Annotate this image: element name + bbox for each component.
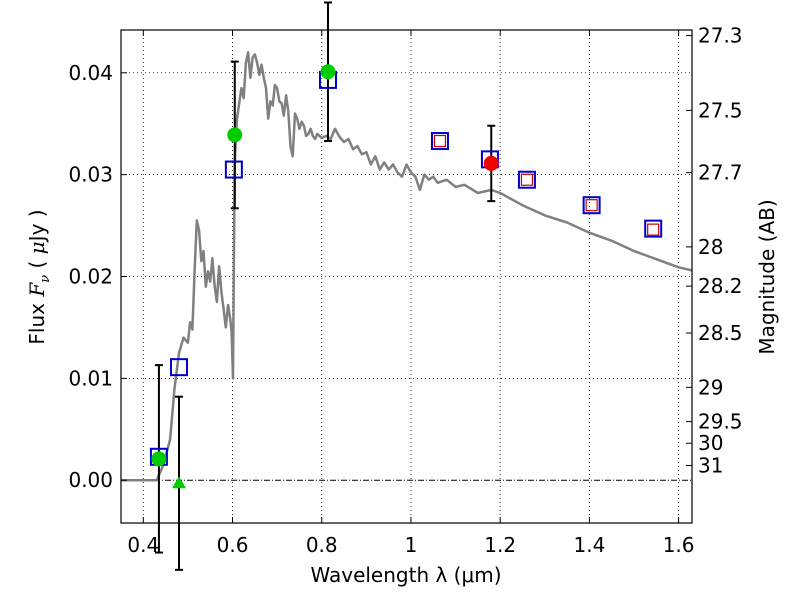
right-axis-label: Magnitude (AB) — [755, 199, 779, 354]
y-tick-label: 0.00 — [68, 468, 113, 492]
mag-tick-label: 28.2 — [698, 274, 743, 298]
triangle-marker — [171, 476, 186, 489]
mag-tick-label: 29 — [698, 375, 723, 399]
blue-square-marker — [169, 358, 188, 377]
x-tick-label: 1.2 — [484, 533, 516, 557]
y-tick-label: 0.02 — [68, 265, 113, 289]
mag-tick-label: 28 — [698, 235, 723, 259]
y-axis-label: Flux Fν ( μJy ) — [25, 209, 53, 344]
svg-text:Flux Fν ( μJy ): Flux Fν ( μJy ) — [25, 209, 53, 344]
mag-tick-label: 28.5 — [698, 321, 743, 345]
circle-marker — [483, 155, 499, 171]
blue-square-marker — [430, 132, 449, 151]
circle-marker — [227, 127, 243, 143]
red-square-marker — [433, 134, 447, 148]
x-tick-label: 1.4 — [573, 533, 605, 557]
mag-tick-label: 27.3 — [698, 24, 743, 48]
model-spectrum-line — [121, 51, 692, 482]
mag-tick-label: 29.5 — [698, 410, 743, 434]
x-tick-label: 0.8 — [306, 533, 338, 557]
x-tick-label: 1 — [405, 533, 418, 557]
x-tick-label: 0.4 — [127, 533, 159, 557]
blue-square-marker — [644, 219, 663, 238]
y-tick-label: 0.01 — [68, 366, 113, 390]
y-axis-ticks: 0.00 0.01 0.02 0.03 0.04 — [68, 61, 127, 492]
plot-area — [121, 30, 692, 523]
blue-square-marker — [517, 170, 536, 189]
red-square-marker — [585, 199, 598, 212]
red-square-marker — [647, 223, 660, 236]
y-tick-label: 0.03 — [68, 163, 113, 187]
blue-square-marker — [224, 160, 243, 179]
y-tick-label: 0.04 — [68, 61, 113, 85]
blue-square-marker — [582, 196, 601, 215]
red-square-marker — [520, 173, 534, 186]
circle-marker — [151, 451, 167, 467]
mag-tick-label: 27.7 — [698, 161, 743, 185]
mag-tick-label: 27.5 — [698, 98, 743, 122]
x-axis-ticks: 0.4 0.6 0.8 1 1.2 1.4 1.6 — [127, 30, 695, 557]
circle-marker — [320, 64, 336, 80]
x-axis-label: Wavelength λ (μm) — [310, 563, 501, 587]
x-tick-label: 0.6 — [217, 533, 249, 557]
x-tick-label: 1.6 — [663, 533, 695, 557]
markers — [149, 64, 663, 489]
mag-tick-label: 30 — [698, 431, 723, 455]
mag-tick-label: 31 — [698, 453, 723, 477]
data-layer — [121, 1, 692, 571]
